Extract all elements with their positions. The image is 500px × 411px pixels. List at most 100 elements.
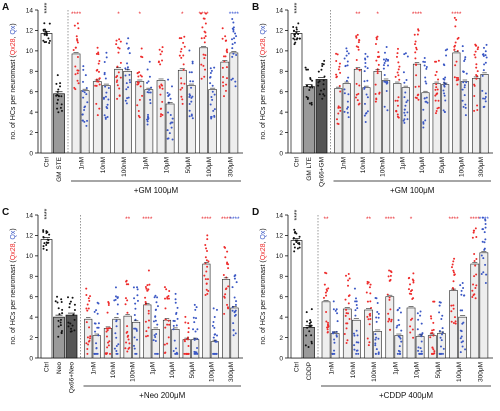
data-point bbox=[397, 96, 400, 99]
data-point bbox=[417, 98, 420, 101]
data-point bbox=[417, 318, 420, 321]
data-point bbox=[376, 72, 379, 75]
data-point bbox=[376, 70, 379, 73]
data-point bbox=[377, 312, 380, 315]
data-point bbox=[154, 315, 157, 318]
bar-qx bbox=[165, 103, 175, 154]
data-point bbox=[211, 84, 214, 87]
data-point bbox=[465, 81, 468, 84]
data-point bbox=[482, 228, 485, 231]
data-point bbox=[115, 349, 118, 352]
data-point bbox=[403, 111, 406, 114]
data-point bbox=[431, 329, 434, 332]
control-point bbox=[60, 103, 63, 106]
data-point bbox=[115, 39, 118, 42]
data-point bbox=[476, 104, 479, 107]
data-point bbox=[441, 352, 444, 355]
data-point bbox=[167, 111, 170, 114]
data-point bbox=[333, 341, 336, 344]
data-point bbox=[115, 345, 118, 348]
bar-qx28 bbox=[364, 309, 373, 359]
group-label: 1nM bbox=[340, 157, 347, 170]
bar-qx28 bbox=[177, 69, 187, 154]
data-point bbox=[227, 307, 230, 310]
bar-qx28 bbox=[373, 70, 382, 154]
data-point bbox=[397, 116, 400, 119]
bar-qx bbox=[394, 335, 404, 359]
data-point bbox=[81, 113, 84, 116]
data-point bbox=[105, 51, 108, 54]
data-point bbox=[126, 299, 129, 302]
control-point bbox=[295, 38, 298, 41]
data-point bbox=[221, 37, 224, 40]
data-point bbox=[114, 332, 117, 335]
data-point bbox=[146, 120, 149, 123]
data-point bbox=[233, 296, 236, 299]
control-point bbox=[310, 101, 313, 104]
bar-qx bbox=[191, 339, 200, 359]
data-point bbox=[138, 98, 141, 101]
data-point bbox=[215, 352, 218, 355]
data-point bbox=[118, 94, 121, 97]
data-point bbox=[203, 17, 206, 20]
group-label: 300μM bbox=[477, 362, 484, 382]
control-point bbox=[45, 34, 48, 37]
data-point bbox=[86, 336, 89, 339]
data-point bbox=[363, 102, 366, 105]
data-point bbox=[149, 91, 152, 94]
data-point bbox=[383, 105, 386, 108]
group-label: 50μM bbox=[439, 157, 446, 173]
control-point bbox=[56, 98, 59, 101]
data-point bbox=[94, 84, 97, 87]
data-point bbox=[453, 48, 456, 51]
data-point bbox=[160, 113, 163, 116]
data-point bbox=[450, 304, 453, 307]
data-point bbox=[231, 286, 234, 289]
data-point bbox=[76, 72, 79, 75]
data-point bbox=[364, 120, 367, 123]
data-point bbox=[477, 46, 480, 49]
control-point bbox=[45, 232, 48, 235]
data-point bbox=[416, 33, 419, 36]
data-point bbox=[89, 295, 92, 298]
control-point bbox=[292, 37, 295, 40]
significance-mark: **** bbox=[412, 11, 423, 18]
data-point bbox=[364, 62, 367, 65]
data-point bbox=[345, 79, 348, 82]
data-point bbox=[116, 65, 119, 68]
data-point bbox=[88, 326, 91, 329]
data-point bbox=[364, 58, 367, 61]
data-point bbox=[161, 114, 164, 117]
data-point bbox=[231, 47, 234, 50]
data-point bbox=[485, 273, 488, 276]
control-point bbox=[67, 321, 70, 324]
data-point bbox=[463, 86, 466, 89]
data-point bbox=[347, 52, 350, 55]
panel-b: Bno. of HCs per neuromast (Qx28, Qx) 0 2 4 6… bbox=[252, 2, 493, 195]
data-point bbox=[93, 310, 96, 313]
data-point bbox=[102, 96, 105, 99]
data-point bbox=[167, 294, 170, 297]
data-point bbox=[136, 294, 139, 297]
data-point bbox=[96, 326, 99, 329]
data-point bbox=[484, 97, 487, 100]
data-point bbox=[433, 350, 436, 353]
data-point bbox=[357, 341, 360, 344]
data-point bbox=[369, 300, 372, 303]
data-point bbox=[374, 43, 377, 46]
data-point bbox=[226, 303, 229, 306]
data-point bbox=[388, 317, 391, 320]
control-point bbox=[70, 327, 73, 330]
data-point bbox=[345, 308, 348, 311]
data-point bbox=[105, 330, 108, 333]
data-point bbox=[85, 287, 88, 290]
bar-qx bbox=[187, 85, 196, 154]
data-point bbox=[95, 69, 98, 72]
data-point bbox=[418, 352, 421, 355]
significance-mark: **** bbox=[229, 216, 240, 223]
data-point bbox=[192, 316, 195, 319]
data-point bbox=[76, 41, 79, 44]
control-point bbox=[73, 303, 76, 306]
data-point bbox=[347, 116, 350, 119]
data-point bbox=[438, 329, 441, 332]
